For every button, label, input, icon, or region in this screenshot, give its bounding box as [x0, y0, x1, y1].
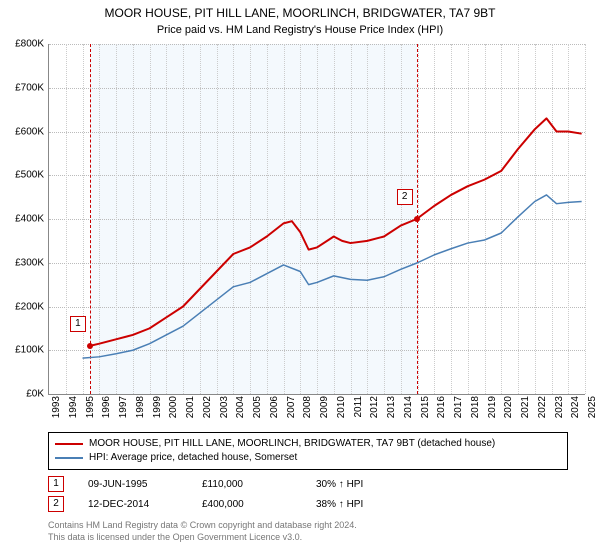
event-marker-label: 1 — [70, 316, 86, 332]
x-tick-label: 2011 — [353, 396, 364, 418]
x-tick-label: 2014 — [403, 396, 414, 418]
x-tick-label: 2013 — [386, 396, 397, 418]
y-tick-label: £0K — [0, 389, 44, 400]
legend-swatch — [55, 443, 83, 445]
x-tick-label: 2006 — [269, 396, 280, 418]
x-tick-label: 2004 — [235, 396, 246, 418]
footer: Contains HM Land Registry data © Crown c… — [48, 520, 357, 543]
x-tick-label: 1994 — [68, 396, 79, 418]
x-tick-label: 2008 — [302, 396, 313, 418]
y-tick-label: £100K — [0, 345, 44, 356]
x-tick-label: 2009 — [319, 396, 330, 418]
y-tick-label: £800K — [0, 39, 44, 50]
y-tick-label: £400K — [0, 214, 44, 225]
x-tick-label: 1999 — [152, 396, 163, 418]
x-tick-label: 2018 — [470, 396, 481, 418]
event-date: 09-JUN-1995 — [88, 479, 178, 490]
y-tick-label: £700K — [0, 82, 44, 93]
plot-region: 12 — [48, 44, 585, 395]
x-tick-label: 1996 — [101, 396, 112, 418]
chart-container: MOOR HOUSE, PIT HILL LANE, MOORLINCH, BR… — [0, 0, 600, 560]
y-tick-label: £500K — [0, 170, 44, 181]
x-tick-label: 2000 — [168, 396, 179, 418]
legend: MOOR HOUSE, PIT HILL LANE, MOORLINCH, BR… — [48, 432, 568, 470]
event-row: 2 12-DEC-2014 £400,000 38% ↑ HPI — [48, 496, 568, 512]
chart-title: MOOR HOUSE, PIT HILL LANE, MOORLINCH, BR… — [0, 0, 600, 22]
event-pct: 38% ↑ HPI — [316, 499, 406, 510]
x-tick-label: 2001 — [185, 396, 196, 418]
x-tick-label: 2025 — [587, 396, 598, 418]
x-tick-label: 1993 — [51, 396, 62, 418]
x-tick-label: 2022 — [537, 396, 548, 418]
series-lines — [49, 44, 585, 394]
footer-line: This data is licensed under the Open Gov… — [48, 532, 357, 544]
legend-item: MOOR HOUSE, PIT HILL LANE, MOORLINCH, BR… — [55, 437, 561, 451]
legend-swatch — [55, 457, 83, 459]
x-tick-label: 1998 — [135, 396, 146, 418]
event-pct: 30% ↑ HPI — [316, 479, 406, 490]
event-marker-box: 1 — [48, 476, 64, 492]
chart-subtitle: Price paid vs. HM Land Registry's House … — [0, 22, 600, 36]
event-marker-label: 2 — [397, 189, 413, 205]
x-tick-label: 2002 — [202, 396, 213, 418]
event-marker-box: 2 — [48, 496, 64, 512]
x-tick-label: 2023 — [554, 396, 565, 418]
y-tick-label: £600K — [0, 126, 44, 137]
x-tick-label: 2012 — [369, 396, 380, 418]
x-tick-label: 2015 — [420, 396, 431, 418]
x-tick-label: 2003 — [219, 396, 230, 418]
events-table: 1 09-JUN-1995 £110,000 30% ↑ HPI 2 12-DE… — [48, 476, 568, 516]
y-tick-label: £200K — [0, 301, 44, 312]
event-price: £400,000 — [202, 499, 292, 510]
x-tick-label: 1995 — [85, 396, 96, 418]
chart-area: 12 £0K£100K£200K£300K£400K£500K£600K£700… — [48, 44, 584, 394]
x-tick-label: 2016 — [436, 396, 447, 418]
legend-label: MOOR HOUSE, PIT HILL LANE, MOORLINCH, BR… — [89, 437, 495, 451]
x-tick-label: 2021 — [520, 396, 531, 418]
event-price: £110,000 — [202, 479, 292, 490]
event-row: 1 09-JUN-1995 £110,000 30% ↑ HPI — [48, 476, 568, 492]
x-tick-label: 2020 — [503, 396, 514, 418]
footer-line: Contains HM Land Registry data © Crown c… — [48, 520, 357, 532]
event-date: 12-DEC-2014 — [88, 499, 178, 510]
x-tick-label: 2019 — [487, 396, 498, 418]
x-tick-label: 1997 — [118, 396, 129, 418]
legend-item: HPI: Average price, detached house, Some… — [55, 451, 561, 465]
x-tick-label: 2005 — [252, 396, 263, 418]
x-tick-label: 2007 — [286, 396, 297, 418]
x-tick-label: 2017 — [453, 396, 464, 418]
x-tick-label: 2024 — [570, 396, 581, 418]
y-tick-label: £300K — [0, 257, 44, 268]
legend-label: HPI: Average price, detached house, Some… — [89, 451, 297, 465]
x-tick-label: 2010 — [336, 396, 347, 418]
